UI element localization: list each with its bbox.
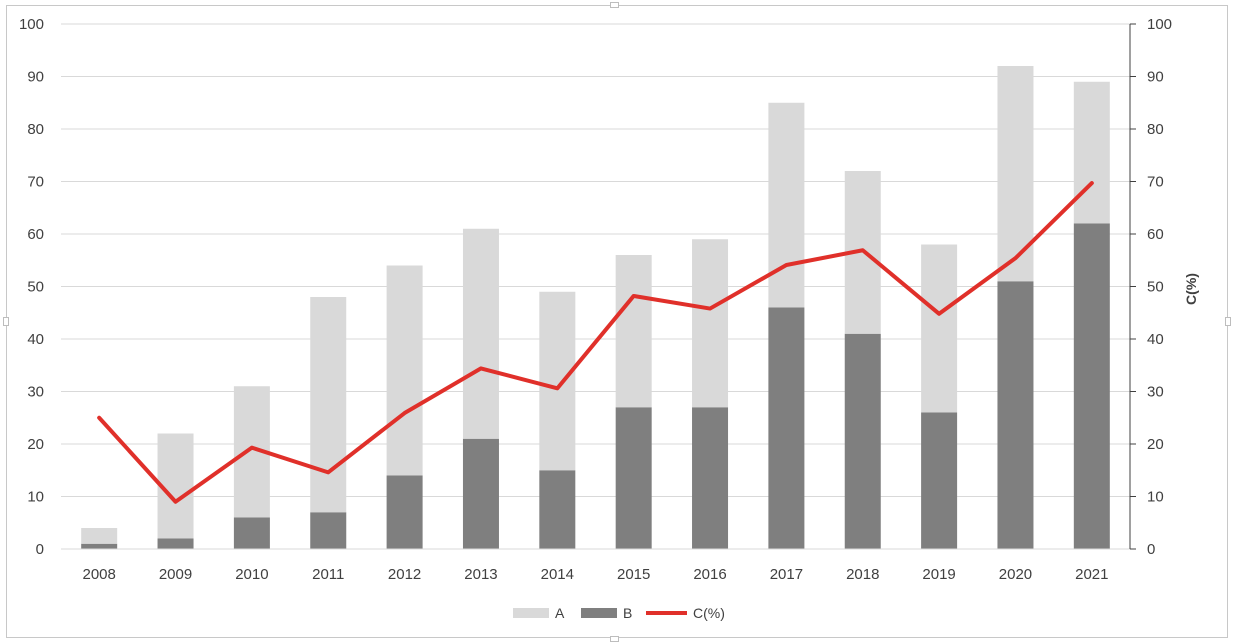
legend: A B C(%) — [513, 605, 725, 621]
bar-b-2014 — [539, 470, 576, 549]
bar-a-2012 — [386, 265, 423, 476]
x-axis-tick-label: 2020 — [999, 566, 1032, 583]
bar-b-2011 — [310, 512, 347, 549]
line-point-2014 — [556, 387, 558, 389]
left-axis-tick-label: 10 — [27, 489, 44, 506]
right-axis-tick-label: 80 — [1147, 121, 1164, 138]
resize-handle-right[interactable] — [1225, 317, 1231, 326]
bar-b-2008 — [81, 543, 118, 549]
bar-a-2017 — [768, 102, 805, 308]
right-axis-tick-label: 30 — [1147, 384, 1164, 401]
gridlines — [61, 23, 1130, 497]
left-axis-tick-label: 40 — [27, 331, 44, 348]
bar-a-2008 — [81, 528, 118, 544]
x-axis-tick-label: 2016 — [693, 566, 726, 583]
left-axis-tick-label: 50 — [27, 279, 44, 296]
line-point-2019 — [938, 313, 940, 315]
x-axis-tick-label: 2013 — [464, 566, 497, 583]
bar-b-2019 — [921, 412, 958, 549]
bar-b-2015 — [615, 407, 652, 549]
bar-b-2012 — [386, 475, 423, 549]
right-axis-tick-label: 70 — [1147, 174, 1164, 191]
right-axis-tick-label: 50 — [1147, 279, 1164, 296]
line-series — [97, 181, 1094, 504]
x-axis-tick-label: 2011 — [312, 566, 344, 583]
line-series-c — [97, 181, 1094, 504]
line-point-2017 — [785, 264, 787, 266]
left-axis-tick-label: 60 — [27, 226, 44, 243]
left-axis-tick-label: 90 — [27, 69, 44, 86]
line-point-2016 — [709, 308, 711, 310]
right-axis-tick-label: 10 — [1147, 489, 1164, 506]
left-axis-tick-label: 0 — [36, 541, 44, 558]
bar-a-2014 — [539, 291, 576, 471]
x-axis-tick-label: 2019 — [922, 566, 955, 583]
line-point-2009 — [175, 501, 177, 503]
line-point-2010 — [251, 447, 253, 449]
bar-a-2011 — [310, 297, 347, 513]
bar-a-2013 — [462, 228, 499, 439]
line-point-2020 — [1014, 257, 1016, 259]
right-axis-tick-label: 60 — [1147, 226, 1164, 243]
x-axis-tick-label: 2015 — [617, 566, 650, 583]
bar-b-2013 — [462, 438, 499, 549]
x-axis-tick-label: 2009 — [159, 566, 192, 583]
right-axis-tick-label: 90 — [1147, 69, 1164, 86]
line-point-2008 — [98, 417, 100, 419]
legend-label-c: C(%) — [693, 605, 725, 621]
resize-handle-bottom[interactable] — [610, 636, 619, 642]
line-point-2012 — [404, 412, 406, 414]
x-axis-tick-label: 2010 — [235, 566, 268, 583]
line-point-2011 — [327, 471, 329, 473]
right-axis-tick-label: 0 — [1147, 541, 1155, 558]
right-axis-tick-label: 100 — [1147, 16, 1172, 33]
bar-b-2018 — [844, 333, 881, 549]
x-axis-tick-label: 2008 — [82, 566, 115, 583]
left-axis-tick-label: 70 — [27, 174, 44, 191]
legend-swatch-a — [513, 608, 549, 618]
bar-a-2019 — [921, 244, 958, 413]
bar-b-2010 — [233, 517, 270, 549]
bar-a-2015 — [615, 255, 652, 408]
left-axis-tick-label: 20 — [27, 436, 44, 453]
x-axis-tick-label: 2021 — [1075, 566, 1108, 583]
bar-b-2021 — [1073, 223, 1110, 549]
left-axis-tick-label: 100 — [19, 16, 44, 33]
line-point-2015 — [633, 295, 635, 297]
right-axis-tick-label: 20 — [1147, 436, 1164, 453]
resize-handle-top[interactable] — [610, 2, 619, 8]
x-axis-tick-label: 2017 — [770, 566, 803, 583]
right-axis-tick-label: 40 — [1147, 331, 1164, 348]
x-axis-tick-label: 2012 — [388, 566, 421, 583]
x-axis-tick-label: 2014 — [541, 566, 574, 583]
line-point-2013 — [480, 367, 482, 369]
right-axis-title: C(%) — [1183, 273, 1199, 305]
left-axis-tick-label: 80 — [27, 121, 44, 138]
bar-a-2016 — [692, 239, 729, 408]
x-axis-tick-label: 2018 — [846, 566, 879, 583]
axes: 0 10 20 30 40 50 60 70 80 90 100 0 10 20 30 40 50 60 70 80 9… — [19, 16, 1172, 583]
bar-a-2020 — [997, 66, 1034, 282]
line-point-2018 — [862, 249, 864, 251]
bar-b-2009 — [157, 538, 194, 549]
bar-b-2016 — [692, 407, 729, 549]
resize-handle-left[interactable] — [3, 317, 9, 326]
legend-label-a: A — [555, 605, 565, 621]
bars — [81, 66, 1110, 549]
line-point-2021 — [1091, 182, 1093, 184]
bar-b-2020 — [997, 281, 1034, 549]
left-axis-tick-label: 30 — [27, 384, 44, 401]
legend-swatch-b — [581, 608, 617, 618]
bar-a-2021 — [1073, 81, 1110, 224]
legend-label-b: B — [623, 605, 632, 621]
bar-b-2017 — [768, 307, 805, 549]
